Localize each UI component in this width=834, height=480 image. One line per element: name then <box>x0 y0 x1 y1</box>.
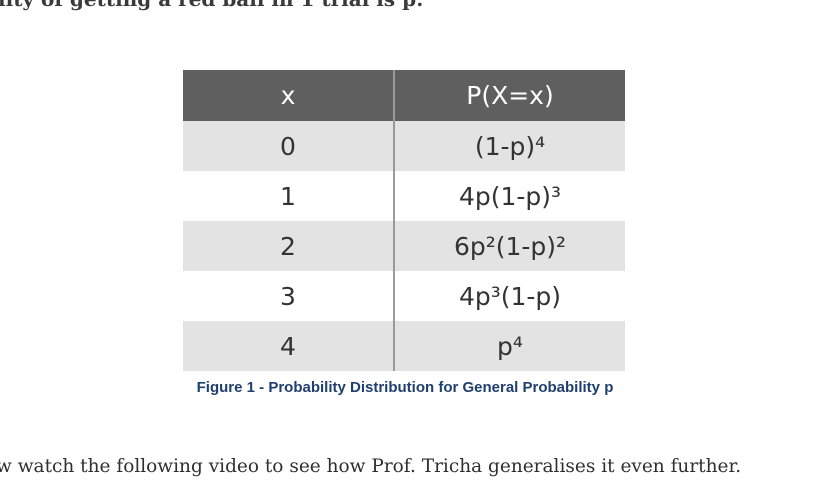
table-row: 1 4p(1-p)³ <box>183 171 625 221</box>
cell-probability: p⁴ <box>394 321 625 371</box>
probability-table-figure: x P(X=x) 0 (1-p)⁴ 1 4p(1-p)³ 2 6p²(1-p)²… <box>183 70 625 375</box>
cell-probability: (1-p)⁴ <box>394 121 625 171</box>
table-row: 0 (1-p)⁴ <box>183 121 625 171</box>
cell-probability: 6p²(1-p)² <box>394 221 625 271</box>
probability-distribution-table: x P(X=x) 0 (1-p)⁴ 1 4p(1-p)³ 2 6p²(1-p)²… <box>183 70 625 371</box>
table-row: 4 p⁴ <box>183 321 625 371</box>
cell-x: 3 <box>183 271 395 321</box>
cell-x: 0 <box>183 121 395 171</box>
table-row: 3 4p³(1-p) <box>183 271 625 321</box>
header-probability: P(X=x) <box>394 70 625 121</box>
outro-text: w watch the following video to see how P… <box>0 456 742 477</box>
table-row: 2 6p²(1-p)² <box>183 221 625 271</box>
cell-x: 4 <box>183 321 395 371</box>
cell-probability: 4p(1-p)³ <box>394 171 625 221</box>
intro-text: lity of getting a red ball in 1 trial is… <box>0 0 424 11</box>
figure-caption: Figure 1 - Probability Distribution for … <box>196 379 614 396</box>
cell-x: 1 <box>183 171 395 221</box>
table-header-row: x P(X=x) <box>183 70 625 121</box>
cell-probability: 4p³(1-p) <box>394 271 625 321</box>
header-x: x <box>183 70 395 121</box>
cell-x: 2 <box>183 221 395 271</box>
